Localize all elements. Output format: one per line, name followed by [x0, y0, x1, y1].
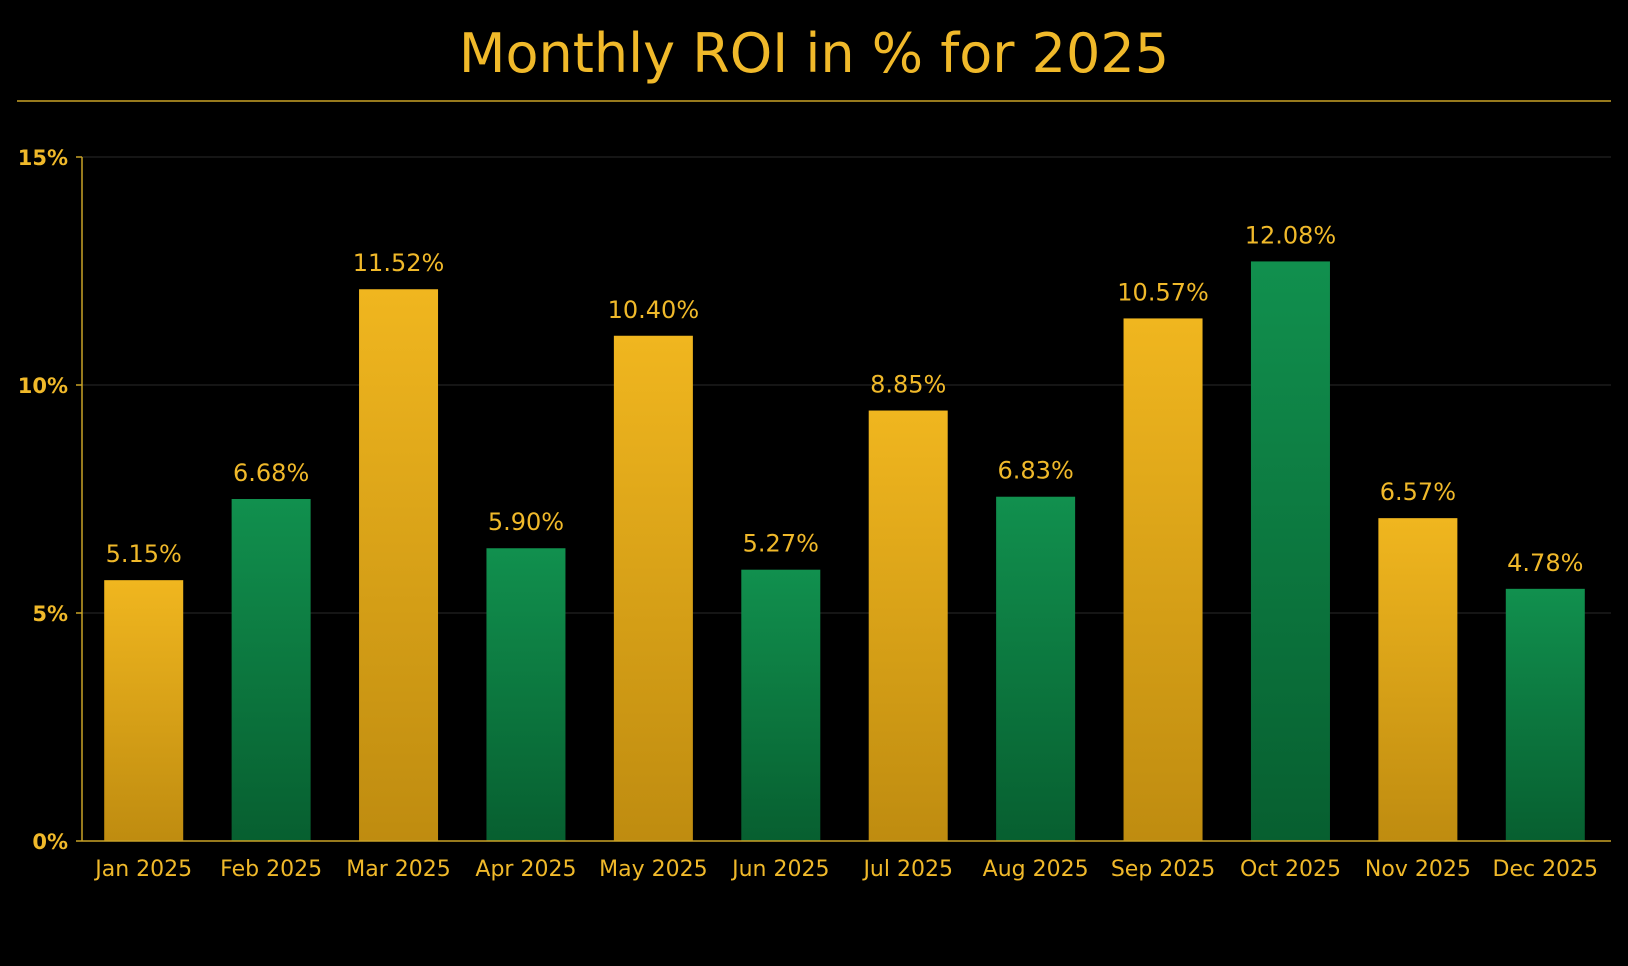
y-tick-label: 5% — [32, 602, 68, 626]
data-label: 12.08% — [1245, 221, 1337, 249]
data-label: 5.15% — [106, 540, 182, 568]
bar-aug-2025 — [996, 496, 1076, 841]
x-tick-label: Oct 2025 — [1240, 857, 1341, 882]
x-tick-label: Jan 2025 — [93, 857, 192, 882]
bar-dec-2025 — [1505, 588, 1585, 841]
grid-lines — [82, 156, 1611, 614]
bar-feb-2025 — [231, 499, 311, 841]
bar-jun-2025 — [741, 569, 821, 841]
data-label: 6.68% — [233, 459, 309, 487]
x-tick-label: Mar 2025 — [346, 857, 451, 882]
bar-oct-2025 — [1250, 261, 1330, 841]
x-tick-label: Sep 2025 — [1111, 857, 1215, 882]
bar-apr-2025 — [486, 548, 566, 841]
data-label: 6.83% — [998, 457, 1074, 485]
data-label: 5.27% — [743, 530, 819, 558]
data-labels: 5.15% 6.68% 11.52% 5.90% 10.40% 5.27% 8.85% 6.8… — [106, 221, 1584, 576]
x-tick-label: Apr 2025 — [475, 857, 576, 882]
x-tick-label: Feb 2025 — [220, 857, 322, 882]
bar-nov-2025 — [1378, 518, 1458, 841]
data-label: 8.85% — [870, 371, 946, 399]
bar-jul-2025 — [868, 410, 948, 841]
data-label: 5.90% — [488, 508, 564, 536]
y-tick-label: 10% — [18, 374, 68, 398]
x-tick-label: Dec 2025 — [1493, 857, 1599, 882]
bars — [104, 261, 1585, 841]
bar-sep-2025 — [1123, 318, 1203, 841]
x-axis-ticks: Jan 2025 Feb 2025 Mar 2025 Apr 2025 May 2025… — [93, 857, 1598, 882]
bar-jan-2025 — [104, 580, 184, 841]
data-label: 6.57% — [1380, 478, 1456, 506]
bar-mar-2025 — [359, 289, 439, 841]
y-tick-label: 0% — [32, 830, 68, 854]
bar-may-2025 — [613, 335, 693, 841]
data-label: 4.78% — [1507, 549, 1583, 577]
x-tick-label: Jul 2025 — [861, 857, 953, 882]
y-axis-ticks: 0% 5% 10% 15% — [18, 146, 82, 854]
y-tick-label: 15% — [18, 146, 68, 170]
data-label: 10.57% — [1117, 278, 1209, 306]
x-tick-label: Jun 2025 — [730, 857, 829, 882]
chart-title: Monthly ROI in % for 2025 — [459, 22, 1169, 85]
data-label: 10.40% — [608, 296, 700, 324]
x-tick-label: Aug 2025 — [983, 857, 1089, 882]
x-tick-label: May 2025 — [599, 857, 707, 882]
data-label: 11.52% — [353, 249, 445, 277]
x-tick-label: Nov 2025 — [1365, 857, 1471, 882]
